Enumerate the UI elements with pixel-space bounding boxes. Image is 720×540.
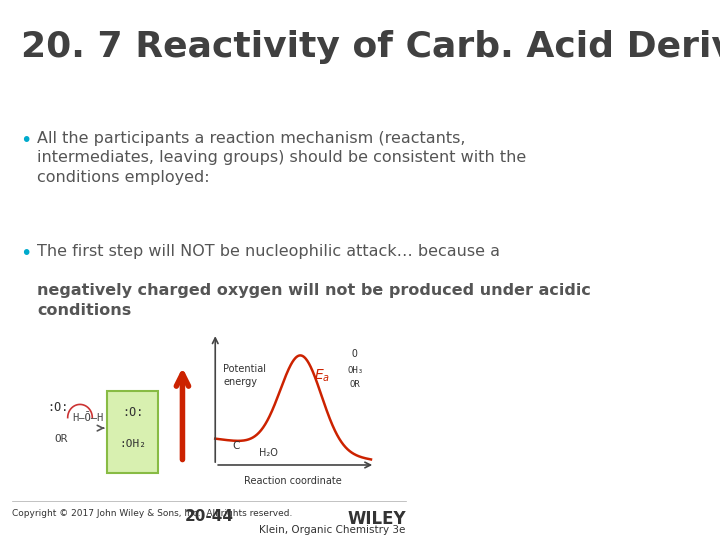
Text: :OH₂: :OH₂ (119, 439, 146, 449)
Text: O: O (351, 349, 358, 360)
Text: OR: OR (349, 381, 360, 389)
Text: Potential
energy: Potential energy (223, 364, 266, 387)
Text: Reaction coordinate: Reaction coordinate (244, 476, 342, 486)
Text: Copyright © 2017 John Wiley & Sons, Inc.  All rights reserved.: Copyright © 2017 John Wiley & Sons, Inc.… (12, 509, 293, 518)
FancyBboxPatch shape (107, 392, 158, 473)
Text: •: • (21, 244, 32, 263)
Text: The first step will NOT be nucleophilic attack… because a: The first step will NOT be nucleophilic … (37, 244, 505, 259)
Text: OH₃: OH₃ (348, 366, 364, 375)
Text: C: C (232, 441, 240, 450)
Text: •: • (21, 131, 32, 150)
Text: WILEY: WILEY (347, 510, 406, 528)
Text: H₂O: H₂O (259, 448, 278, 458)
Text: $E_a$: $E_a$ (314, 367, 330, 383)
Text: :O:: :O: (122, 406, 143, 419)
Text: Klein, Organic Chemistry 3e: Klein, Organic Chemistry 3e (259, 524, 406, 535)
Text: H–Ō–H: H–Ō–H (73, 413, 104, 423)
Text: All the participants a reaction mechanism (reactants,
intermediates, leaving gro: All the participants a reaction mechanis… (37, 131, 526, 185)
Text: 20-44: 20-44 (184, 509, 233, 524)
Text: :O:: :O: (47, 401, 68, 414)
Text: OR: OR (55, 434, 68, 444)
Text: negatively charged oxygen will not be produced under acidic
conditions: negatively charged oxygen will not be pr… (37, 284, 591, 318)
Text: 20. 7 Reactivity of Carb. Acid Derivatives: 20. 7 Reactivity of Carb. Acid Derivativ… (21, 30, 720, 64)
